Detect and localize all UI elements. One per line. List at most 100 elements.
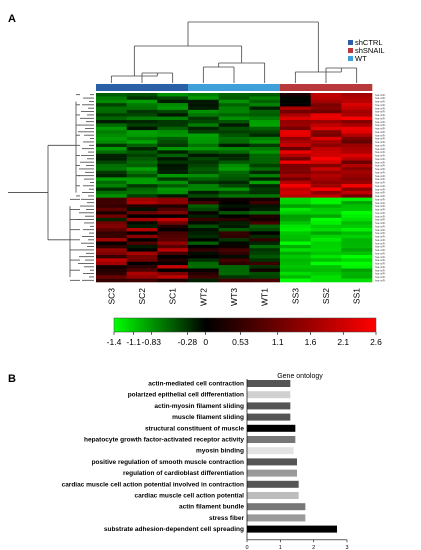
heatmap-cell: [157, 187, 189, 192]
heatmap-cell: [188, 153, 219, 158]
legend-label: WT: [355, 54, 367, 63]
heatmap-cell: [280, 197, 311, 202]
row-label: hsa-miR-: [375, 130, 386, 134]
heatmap-cell: [126, 130, 158, 134]
heatmap-cell: [310, 163, 342, 168]
heatmap-cell: [126, 221, 158, 225]
heatmap-cell: [218, 214, 250, 219]
heatmap: [96, 93, 373, 283]
heatmap-cell: [249, 194, 281, 198]
heatmap-cell: [218, 180, 250, 185]
heatmap-cell: [280, 241, 311, 246]
heatmap-cell: [310, 174, 342, 178]
row-label: hsa-miR-: [375, 133, 386, 137]
heatmap-cell: [126, 224, 158, 229]
heatmap-cell: [280, 170, 311, 175]
heatmap-cell: [310, 261, 342, 266]
heatmap-cell: [126, 133, 158, 138]
heatmap-cell: [341, 106, 373, 111]
row-label: hsa-miR-: [375, 174, 386, 178]
heatmap-cell: [249, 96, 281, 101]
heatmap-cell: [341, 207, 373, 212]
colorbar-tick-label: 0.53: [232, 337, 249, 347]
heatmap-cell: [249, 99, 281, 104]
heatmap-cell: [96, 167, 127, 171]
row-label: hsa-miR-: [375, 228, 386, 232]
go-bar: [247, 447, 294, 455]
heatmap-cell: [218, 261, 250, 266]
heatmap-cell: [188, 133, 219, 138]
heatmap-cell: [96, 157, 127, 161]
heatmap-cell: [310, 231, 342, 236]
heatmap-cell: [96, 174, 127, 178]
heatmap-cell: [96, 231, 127, 236]
heatmap-cell: [310, 187, 342, 192]
heatmap-cell: [341, 160, 373, 165]
heatmap-cell: [310, 197, 342, 202]
heatmap-cell: [188, 197, 219, 202]
heatmap-cell: [188, 109, 219, 114]
row-label: hsa-miR-: [375, 127, 386, 131]
heatmap-cell: [218, 275, 250, 279]
heatmap-cell: [341, 258, 373, 263]
heatmap-cell: [188, 201, 219, 205]
heatmap-cell: [310, 194, 342, 198]
heatmap-cell: [126, 194, 158, 198]
go-category-label: polarized epithelial cell differentiatio…: [128, 392, 244, 399]
heatmap-cell: [126, 207, 158, 212]
heatmap-cell: [126, 103, 158, 107]
dendrograms: [8, 21, 358, 281]
go-category-label: cardiac muscle cell action potential inv…: [62, 481, 244, 488]
heatmap-cell: [157, 109, 189, 114]
heatmap-cell: [341, 241, 373, 246]
heatmap-cell: [341, 221, 373, 225]
go-bar: [247, 469, 297, 477]
column-label: WT2: [198, 288, 208, 306]
heatmap-cell: [218, 157, 250, 161]
heatmap-cell: [310, 106, 342, 111]
heatmap-cell: [157, 228, 189, 232]
heatmap-cell: [96, 147, 127, 151]
heatmap-cell: [188, 140, 219, 144]
heatmap-cell: [126, 217, 158, 222]
heatmap-cell: [157, 241, 189, 246]
heatmap-cell: [310, 150, 342, 155]
column-label: WT1: [260, 288, 270, 306]
heatmap-cell: [188, 244, 219, 249]
heatmap-cell: [341, 190, 373, 195]
heatmap-cell: [157, 275, 189, 279]
heatmap-cell: [280, 244, 311, 249]
heatmap-cell: [126, 93, 158, 97]
heatmap-cell: [310, 157, 342, 161]
heatmap-cell: [310, 278, 342, 283]
heatmap-cell: [341, 234, 373, 239]
heatmap-cell: [310, 265, 342, 269]
heatmap-cell: [280, 133, 311, 138]
row-label: hsa-miR-: [375, 191, 386, 195]
heatmap-cell: [280, 136, 311, 141]
heatmap-cell: [310, 228, 342, 232]
heatmap-cell: [218, 234, 250, 239]
heatmap-cell: [249, 157, 281, 161]
heatmap-cell: [280, 126, 311, 131]
heatmap-cell: [310, 180, 342, 185]
heatmap-cell: [341, 228, 373, 232]
heatmap-cell: [218, 103, 250, 107]
heatmap-cell: [341, 109, 373, 114]
heatmap-cell: [188, 106, 219, 111]
heatmap-cell: [249, 190, 281, 195]
heatmap-cell: [249, 231, 281, 236]
heatmap-cell: [310, 116, 342, 121]
heatmap-cell: [157, 251, 189, 256]
column-label: SS1: [352, 288, 362, 304]
heatmap-cell: [249, 177, 281, 182]
heatmap-cell: [188, 194, 219, 198]
heatmap-cell: [126, 123, 158, 128]
group-color-cell: [341, 84, 373, 91]
heatmap-cell: [188, 123, 219, 128]
row-label: hsa-miR-: [375, 201, 386, 205]
heatmap-cell: [218, 109, 250, 114]
heatmap-cell: [218, 177, 250, 182]
heatmap-cell: [249, 204, 281, 209]
heatmap-cell: [280, 194, 311, 198]
